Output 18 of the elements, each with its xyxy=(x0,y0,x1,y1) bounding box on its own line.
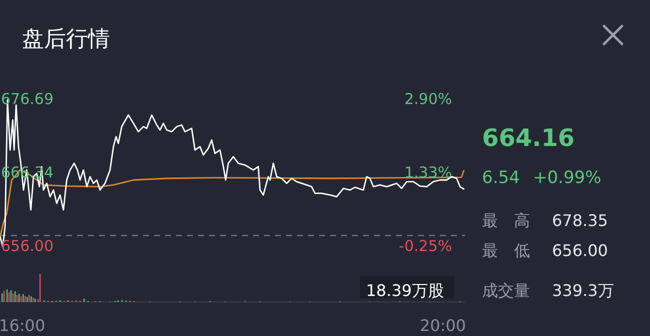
x-tick-label: 16:00 xyxy=(0,316,46,335)
text: 339.3万 xyxy=(552,281,614,300)
chart-title: 盘后行情 xyxy=(22,27,110,52)
text: 664.16 xyxy=(482,124,575,152)
y-tick-label: 656.00 xyxy=(1,237,54,256)
y2-tick-label: 1.33% xyxy=(404,163,452,182)
y-tick-label: 676.69 xyxy=(1,90,54,108)
text: 成交量 xyxy=(482,281,530,300)
text: 678.35 xyxy=(552,211,608,230)
x-tick-label: 20:00 xyxy=(420,316,466,335)
text: 656.00 xyxy=(552,241,608,260)
y2-tick-label: -0.25% xyxy=(398,237,452,256)
annotation: 18.39万股 xyxy=(366,281,444,300)
y2-tick-label: 2.90% xyxy=(404,90,452,108)
text: 6.54 xyxy=(482,168,520,188)
text: 最 高 xyxy=(482,211,530,230)
text: 最 低 xyxy=(482,241,530,260)
text: +0.99% xyxy=(533,168,602,188)
